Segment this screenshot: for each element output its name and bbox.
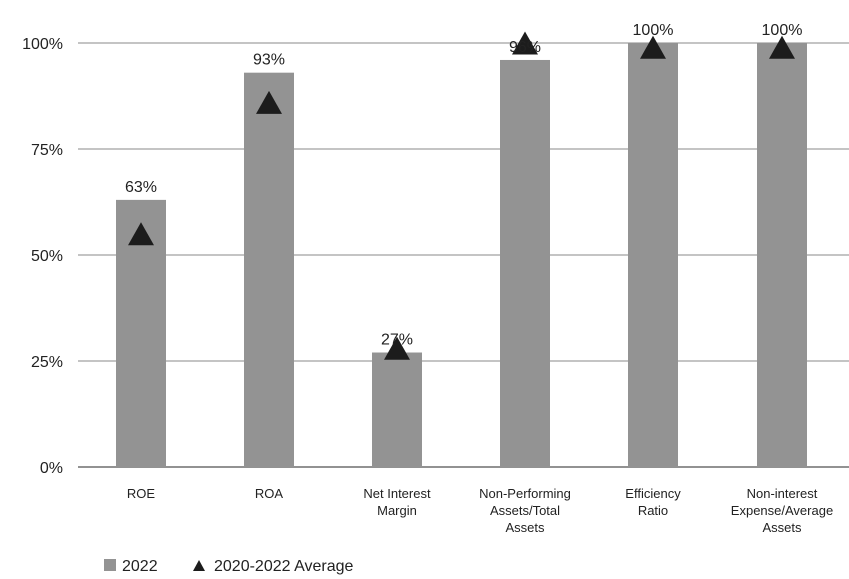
x-category-label-line: Assets/Total: [490, 503, 560, 518]
x-category-label-line: Expense/Average: [731, 503, 833, 518]
x-axis-labels: ROE ROA Net Interest Margin Non-Performing As…: [127, 486, 833, 535]
bar: [628, 43, 678, 467]
data-label: 27%: [381, 332, 413, 349]
bar: [244, 73, 294, 467]
bar: [757, 43, 807, 467]
x-category-label: Non-Performing Assets/Total Assets: [479, 486, 571, 535]
bar: [500, 60, 550, 467]
x-category-label-line: Ratio: [638, 503, 668, 518]
marker-series-average: [128, 32, 795, 360]
y-axis-ticks: 0% 25% 50% 75% 100%: [22, 36, 63, 477]
y-tick-label: 25%: [31, 354, 63, 371]
y-tick-label: 75%: [31, 142, 63, 159]
x-category-label: Net Interest Margin: [363, 486, 431, 518]
legend: 2022 2020-2022 Average: [104, 558, 353, 575]
y-tick-label: 100%: [22, 36, 63, 53]
x-category-label: ROA: [255, 486, 284, 501]
x-category-label-line: Net Interest: [363, 486, 431, 501]
x-category-label-line: Assets: [762, 520, 802, 535]
legend-label-bar: 2022: [122, 558, 158, 575]
legend-label-marker: 2020-2022 Average: [214, 558, 353, 575]
x-category-label-line: Non-Performing: [479, 486, 571, 501]
y-tick-label: 0%: [40, 460, 63, 477]
x-category-label-line: Assets: [505, 520, 545, 535]
data-label: 93%: [253, 52, 285, 69]
legend-swatch-bar: [104, 559, 116, 571]
x-category-label: Non-interest Expense/Average Assets: [731, 486, 833, 535]
x-category-label-line: ROA: [255, 486, 284, 501]
x-category-label: ROE: [127, 486, 156, 501]
legend-swatch-marker: [193, 560, 205, 571]
bar: [372, 353, 422, 467]
y-tick-label: 50%: [31, 248, 63, 265]
x-category-label-line: Margin: [377, 503, 417, 518]
data-label: 96%: [509, 39, 541, 56]
x-category-label: Efficiency Ratio: [625, 486, 681, 518]
x-category-label-line: ROE: [127, 486, 156, 501]
data-label: 63%: [125, 179, 157, 196]
data-labels: 63% 93% 27% 96% 100% 100%: [125, 22, 802, 349]
data-label: 100%: [633, 22, 674, 39]
x-category-label-line: Efficiency: [625, 486, 681, 501]
grid-lines: [78, 43, 849, 467]
x-category-label-line: Non-interest: [747, 486, 818, 501]
data-label: 100%: [762, 22, 803, 39]
